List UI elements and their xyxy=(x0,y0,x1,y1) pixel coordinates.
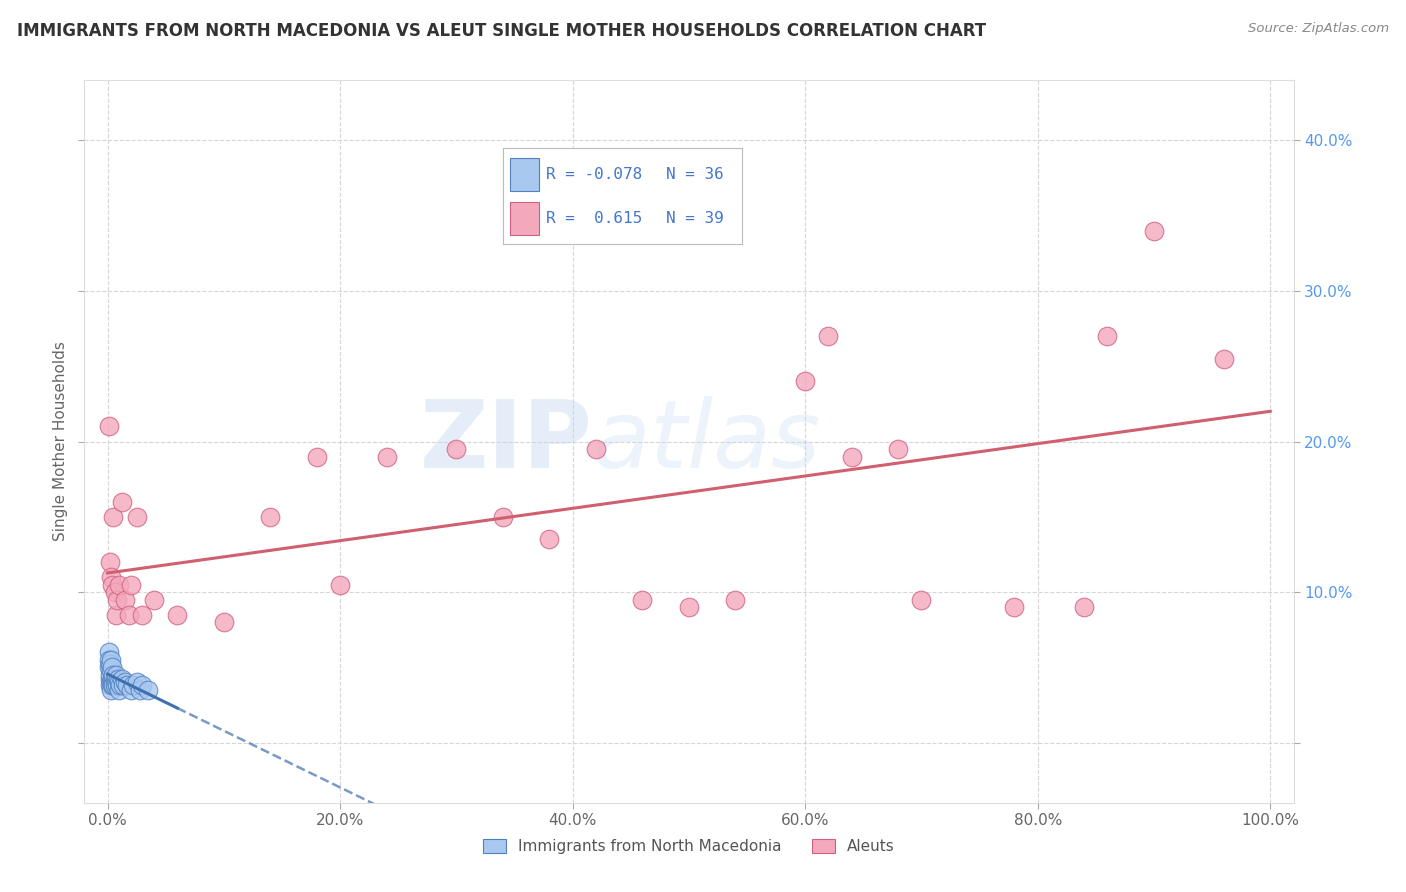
Point xyxy=(103,509,125,524)
Point xyxy=(98,555,121,569)
Point xyxy=(105,678,128,692)
Point xyxy=(125,675,148,690)
Bar xyxy=(510,202,538,235)
Point xyxy=(108,577,131,591)
Point xyxy=(305,450,328,464)
Point xyxy=(97,653,120,667)
Text: IMMIGRANTS FROM NORTH MACEDONIA VS ALEUT SINGLE MOTHER HOUSEHOLDS CORRELATION CH: IMMIGRANTS FROM NORTH MACEDONIA VS ALEUT… xyxy=(17,22,986,40)
Text: R =  0.615: R = 0.615 xyxy=(546,211,643,226)
Point xyxy=(104,678,127,692)
Point xyxy=(329,577,352,591)
Point xyxy=(117,607,139,622)
Point xyxy=(724,592,747,607)
Point xyxy=(104,668,127,682)
Point xyxy=(100,682,122,697)
Point xyxy=(101,678,124,692)
Text: R = -0.078: R = -0.078 xyxy=(546,167,643,182)
Point xyxy=(131,607,153,622)
Point xyxy=(841,450,863,464)
Point xyxy=(104,607,127,622)
Point xyxy=(122,678,145,692)
Point xyxy=(97,660,120,674)
Bar xyxy=(510,158,538,191)
Point xyxy=(120,577,142,591)
Text: Source: ZipAtlas.com: Source: ZipAtlas.com xyxy=(1249,22,1389,36)
Text: N = 39: N = 39 xyxy=(665,211,724,226)
Point xyxy=(98,673,121,687)
Text: ZIP: ZIP xyxy=(419,395,592,488)
Point xyxy=(100,664,122,678)
Point xyxy=(107,673,129,687)
Point xyxy=(98,678,121,692)
Y-axis label: Single Mother Households: Single Mother Households xyxy=(52,342,67,541)
Point xyxy=(105,592,128,607)
Point xyxy=(98,668,121,682)
Point xyxy=(108,682,131,697)
Point xyxy=(910,592,932,607)
Point xyxy=(1143,224,1166,238)
Point xyxy=(887,442,910,456)
Point xyxy=(103,675,125,690)
Point xyxy=(110,673,132,687)
Point xyxy=(136,682,159,697)
Point xyxy=(1004,600,1026,615)
Point xyxy=(166,607,188,622)
Text: N = 36: N = 36 xyxy=(665,167,724,182)
Point xyxy=(100,675,122,690)
Point xyxy=(97,645,120,659)
Point xyxy=(794,374,817,388)
Point xyxy=(114,592,136,607)
Point xyxy=(143,592,166,607)
Point xyxy=(125,509,148,524)
Point xyxy=(104,675,127,690)
Point xyxy=(100,653,122,667)
Point xyxy=(114,675,136,690)
Text: atlas: atlas xyxy=(592,396,821,487)
Point xyxy=(110,678,132,692)
Legend: Immigrants from North Macedonia, Aleuts: Immigrants from North Macedonia, Aleuts xyxy=(477,833,901,860)
Point xyxy=(131,678,153,692)
Point xyxy=(101,660,124,674)
Point xyxy=(98,657,121,672)
Point xyxy=(678,600,700,615)
Point xyxy=(1073,600,1095,615)
Point xyxy=(101,577,124,591)
Point xyxy=(585,442,607,456)
Point xyxy=(120,682,142,697)
Point xyxy=(212,615,235,630)
Point xyxy=(817,329,839,343)
Point xyxy=(101,673,124,687)
Point xyxy=(103,678,125,692)
Point xyxy=(446,442,468,456)
Point xyxy=(104,673,127,687)
Point xyxy=(1097,329,1119,343)
Point xyxy=(110,494,132,508)
Point xyxy=(100,570,122,584)
Point xyxy=(104,585,127,599)
Point xyxy=(492,509,515,524)
Point xyxy=(538,533,561,547)
Point xyxy=(111,678,134,692)
Point xyxy=(117,678,139,692)
Point xyxy=(108,675,131,690)
Point xyxy=(103,668,125,682)
Point xyxy=(259,509,281,524)
Point xyxy=(129,682,152,697)
Point xyxy=(97,419,120,434)
Point xyxy=(1212,351,1234,366)
Point xyxy=(375,450,398,464)
Point xyxy=(631,592,654,607)
